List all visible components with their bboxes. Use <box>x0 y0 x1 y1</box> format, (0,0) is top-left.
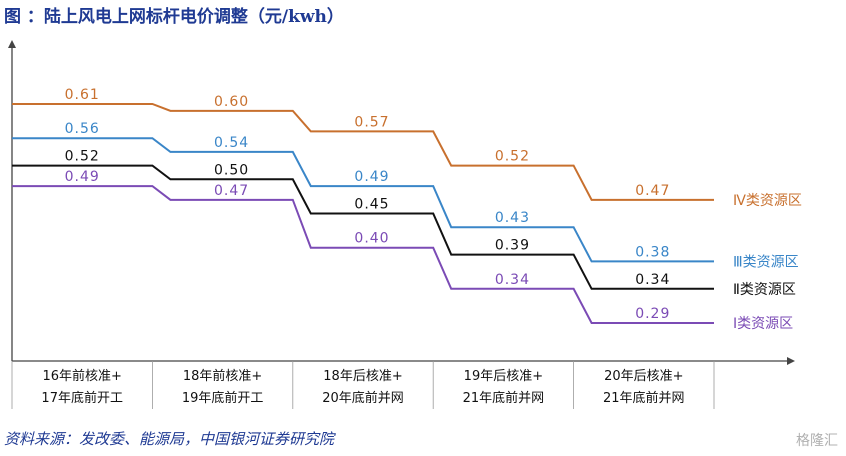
data-label: 0.47 <box>635 183 670 199</box>
legend-item-2: Ⅲ类资源区 <box>733 254 799 270</box>
data-label: 0.39 <box>495 238 530 254</box>
data-label: 0.49 <box>65 169 100 185</box>
data-label: 0.34 <box>635 272 670 288</box>
watermark-logo: 格隆汇 <box>796 433 838 449</box>
data-label: 0.56 <box>65 121 100 137</box>
series-line-1 <box>12 103 714 201</box>
y-axis-arrow <box>8 40 16 48</box>
data-label: 0.45 <box>354 197 389 213</box>
series-line-3 <box>12 164 714 290</box>
data-label: 0.34 <box>495 272 530 288</box>
series-line-4 <box>12 185 714 324</box>
data-label: 0.49 <box>354 169 389 185</box>
data-label: 0.38 <box>635 244 670 260</box>
data-label: 0.60 <box>214 94 249 110</box>
chart-value-labels: 0.61 0.60 0.57 0.52 0.47 0.56 0.54 0.49 0.43 0.38… <box>65 87 670 322</box>
x-axis-arrow <box>787 357 795 365</box>
legend-item-3: Ⅱ类资源区 <box>733 282 796 298</box>
series-line-2 <box>12 137 714 263</box>
chart-series <box>12 103 714 324</box>
chart-title: 图 ：陆上风电上网标杆电价调整（元/kwh） <box>4 7 344 27</box>
data-label: 0.43 <box>495 210 530 226</box>
chart-x-tick-labels: 16年前核准+ 17年底前开工 18年前核准+ 19年底前开工 18年后核准+ 20年底前… <box>41 368 684 406</box>
x-tick-label: 20年后核准+ <box>604 369 683 384</box>
data-label: 0.47 <box>214 183 249 199</box>
x-tick-label: 19年底前开工 <box>182 390 264 406</box>
data-label: 0.29 <box>635 306 670 322</box>
x-tick-label: 18年前核准+ <box>183 368 262 384</box>
x-tick-label: 18年后核准+ <box>323 369 402 384</box>
x-tick-label: 20年底前并网 <box>322 390 404 406</box>
legend-item-1: Ⅳ类资源区 <box>733 193 802 209</box>
data-label: 0.57 <box>354 114 389 130</box>
data-label: 0.40 <box>354 231 389 247</box>
x-tick-label: 19年后核准+ <box>464 369 543 384</box>
x-tick-label: 16年前核准+ <box>42 368 121 384</box>
x-tick-label: 21年底前并网 <box>603 390 685 406</box>
data-label: 0.50 <box>214 162 249 178</box>
x-tick-label: 21年底前并网 <box>463 390 545 406</box>
legend-item-4: Ⅰ类资源区 <box>733 316 793 332</box>
data-label: 0.54 <box>214 135 249 151</box>
data-label: 0.52 <box>65 149 100 165</box>
chart-legend: Ⅳ类资源区 Ⅲ类资源区 Ⅱ类资源区 Ⅰ类资源区 <box>733 193 802 332</box>
chart-axes <box>8 40 795 409</box>
x-tick-label: 17年底前开工 <box>41 390 123 406</box>
data-label: 0.52 <box>495 149 530 165</box>
source-note: 资料来源：发改委、能源局，中国银河证券研究院 <box>4 430 335 448</box>
data-label: 0.61 <box>65 87 100 103</box>
